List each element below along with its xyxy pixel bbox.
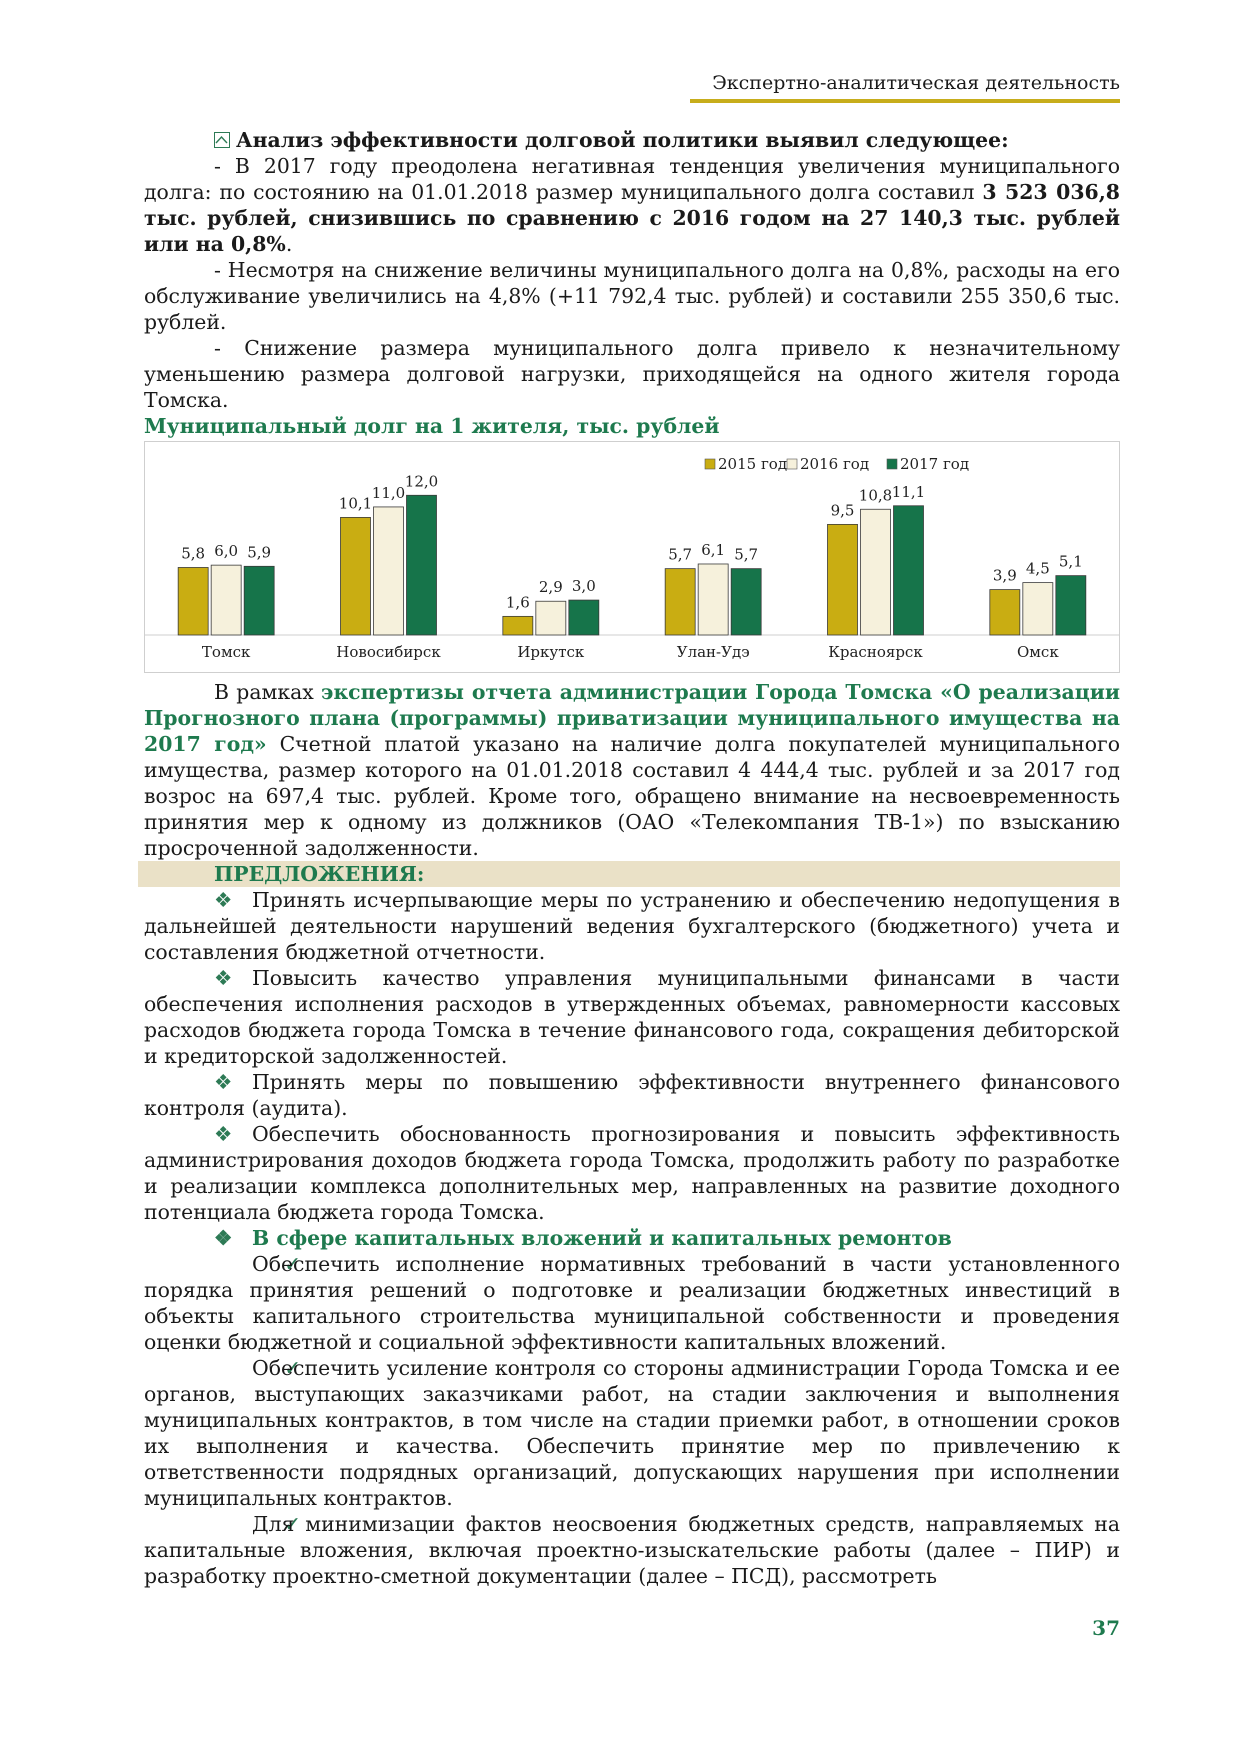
bar (373, 506, 404, 636)
proposal-item-text: Принять меры по повышению эффективности … (144, 1070, 1120, 1120)
bar-value-label: 11,1 (892, 483, 925, 501)
capital-item-text: Для минимизации фактов неосвоения бюджет… (144, 1512, 1120, 1588)
proposal-list: ❖ Принять исчерпывающие меры по устранени… (144, 887, 1120, 1225)
capital-list: ✓Обеспечить исполнение нормативных требо… (144, 1251, 1120, 1589)
analysis-heading: Анализ эффективности долговой политики в… (144, 127, 1120, 153)
debt-chart: 2015 год 2016 год 2017 год 5,8 6,0 5,9 Томск 10… (144, 441, 1120, 673)
proposal-item-text: Принять исчерпывающие меры по устранению… (144, 888, 1120, 964)
bar (697, 563, 729, 636)
bar (893, 505, 924, 636)
bar-value-label: 3,0 (572, 577, 596, 595)
analysis-p1-end: . (285, 232, 293, 256)
bar-value-label: 12,0 (405, 472, 438, 490)
check-mark-icon: ✓ (284, 1356, 302, 1380)
analysis-p1-emphasis: 3 523 036,8 тыс. рублей, снизившись по с… (144, 180, 1120, 256)
analysis-p1-text: - В 2017 году преодолена негативная тенд… (144, 154, 1120, 204)
capital-item-text: Обеспечить усиление контроля со стороны … (144, 1356, 1120, 1510)
debt-chart-svg: 2015 год 2016 год 2017 год 5,8 6,0 5,9 Томск 10… (145, 455, 1119, 661)
bar-value-label: 1,6 (506, 593, 530, 611)
chart-title: Муниципальный долг на 1 жителя, тыс. руб… (144, 414, 720, 438)
proposal-item-text: Обеспечить обоснованность прогнозировани… (144, 1122, 1120, 1224)
bar (535, 600, 567, 636)
bar (502, 615, 534, 636)
proposals-heading: ПРЕДЛОЖЕНИЯ: (138, 861, 1120, 887)
bar (989, 589, 1021, 636)
bar (827, 523, 858, 636)
bar-value-label: 6,1 (701, 541, 725, 559)
legend-swatch (786, 458, 798, 470)
bar-value-label: 2,9 (539, 578, 563, 596)
proposal-item: ❖ Обеспечить обоснованность прогнозирован… (144, 1121, 1120, 1225)
header-rule (690, 99, 1120, 103)
analysis-heading-text: Анализ эффективности долговой политики в… (236, 128, 1009, 152)
category-label: Иркутск (517, 643, 585, 661)
capital-item: ✓Обеспечить усиление контроля со стороны… (144, 1355, 1120, 1511)
bar-value-label: 5,8 (181, 544, 205, 562)
bar (568, 599, 600, 636)
analysis-paragraph-1: - В 2017 году преодолена негативная тенд… (144, 153, 1120, 257)
expertise-paragraph: В рамках экспертизы отчета администрации… (144, 679, 1120, 861)
bar (406, 494, 437, 636)
capital-item: ✓Для минимизации фактов неосвоения бюдже… (144, 1511, 1120, 1589)
legend-item: 2016 год (786, 455, 869, 473)
proposal-item: ❖ Принять исчерпывающие меры по устранени… (144, 887, 1120, 965)
category-label: Новосибирск (336, 643, 441, 661)
analysis-paragraph-3: - Снижение размера муниципального долга … (144, 336, 1120, 412)
bar (1022, 582, 1054, 636)
category-label: Красноярск (828, 643, 923, 661)
diamond-bullet-icon: ❖ (214, 1070, 233, 1094)
bar (177, 567, 209, 636)
legend-swatch (886, 458, 898, 470)
diamond-bullet-icon: ❖ (214, 966, 233, 990)
bar-value-label: 5,7 (668, 546, 692, 564)
expertise-lead: В рамках (214, 680, 322, 704)
legend-label: 2015 год (718, 455, 787, 473)
bar-value-label: 5,9 (247, 543, 271, 561)
legend-item: 2017 год (886, 455, 969, 473)
proposal-item: ❖ Повысить качество управления муниципаль… (144, 965, 1120, 1069)
chart-box-icon (214, 132, 230, 148)
legend-label: 2016 год (800, 455, 869, 473)
capital-item-text: Обеспечить исполнение нормативных требов… (144, 1252, 1120, 1354)
bar-value-label: 9,5 (831, 501, 855, 519)
bar (210, 564, 242, 636)
bar-value-label: 10,8 (859, 486, 892, 504)
page-content: Анализ эффективности долговой политики в… (138, 127, 1120, 1589)
legend-item: 2015 год (704, 455, 787, 473)
expertise-body: Счетной платой указано на наличие долга … (144, 732, 1120, 860)
expertise-title: экспертизы отчета администрации Города Т… (144, 680, 1121, 756)
diamond-bullet-icon: ❖ (214, 888, 233, 912)
bar (1055, 575, 1087, 636)
bar (243, 565, 275, 636)
bar (340, 517, 371, 636)
proposal-item: ❖ Принять меры по повышению эффективности… (144, 1069, 1120, 1121)
legend-label: 2017 год (900, 455, 969, 473)
legend-swatch (704, 458, 716, 470)
check-mark-icon: ✓ (284, 1252, 302, 1276)
check-mark-icon: ✓ (284, 1512, 302, 1536)
bar-value-label: 6,0 (214, 542, 238, 560)
running-header: Экспертно-аналитическая деятельность (712, 72, 1120, 94)
capital-item: ✓Обеспечить исполнение нормативных требо… (144, 1251, 1120, 1355)
bar (730, 568, 762, 636)
bar-value-label: 5,7 (734, 546, 758, 564)
diamond-bullet-icon: ❖ (214, 1226, 233, 1250)
category-label: Улан-Удэ (677, 643, 750, 661)
bar-value-label: 4,5 (1026, 560, 1050, 578)
capital-heading-text: В сфере капитальных вложений и капитальн… (252, 1226, 952, 1250)
category-label: Томск (202, 643, 251, 661)
proposal-item-text: Повысить качество управления муниципальн… (144, 966, 1120, 1068)
bar (664, 568, 696, 636)
diamond-bullet-icon: ❖ (214, 1122, 233, 1146)
analysis-paragraph-2: - Несмотря на снижение величины муниципа… (144, 258, 1120, 334)
bar-value-label: 5,1 (1059, 553, 1083, 571)
bar-value-label: 11,0 (372, 484, 405, 502)
bar-value-label: 10,1 (339, 494, 372, 512)
bar-value-label: 3,9 (993, 567, 1017, 585)
bar (860, 508, 891, 636)
page-number: 37 (1092, 1616, 1120, 1640)
category-label: Омск (1017, 643, 1059, 661)
capital-heading: ❖ В сфере капитальных вложений и капиталь… (144, 1225, 1120, 1251)
